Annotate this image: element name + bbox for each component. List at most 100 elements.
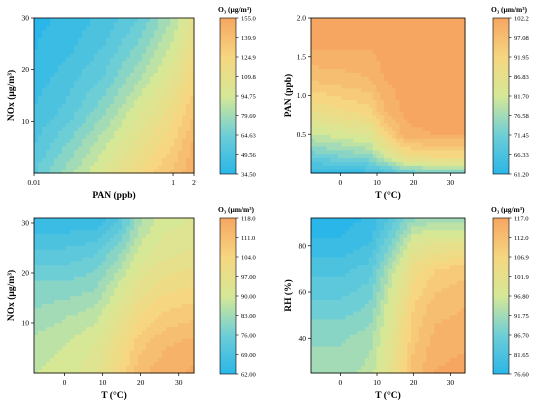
contour-cell bbox=[174, 126, 179, 131]
contour-cell bbox=[74, 80, 79, 85]
contour-cell bbox=[146, 64, 151, 69]
contour-cell bbox=[150, 295, 155, 300]
contour-cell bbox=[357, 64, 362, 69]
contour-cell bbox=[154, 165, 159, 170]
contour-cell bbox=[122, 287, 127, 293]
contour-cell bbox=[190, 342, 195, 347]
contour-cell bbox=[134, 318, 139, 324]
contour-cell bbox=[166, 342, 171, 347]
contour-cell bbox=[102, 256, 107, 262]
contour-cell bbox=[330, 49, 335, 54]
contour-cell bbox=[434, 122, 439, 128]
contour-cell bbox=[98, 68, 103, 73]
contour-cell bbox=[318, 68, 324, 73]
contour-cell bbox=[150, 29, 155, 35]
contour-cell bbox=[349, 149, 354, 155]
contour-cell bbox=[399, 126, 404, 131]
contour-cell bbox=[34, 221, 39, 227]
contour-cell bbox=[178, 91, 183, 97]
contour-cell bbox=[66, 299, 71, 304]
colorbar-tick-label: 76.00 bbox=[241, 332, 257, 339]
contour-cell bbox=[162, 64, 167, 69]
contour-cell bbox=[190, 145, 195, 151]
contour-cell bbox=[102, 21, 107, 27]
contour-cell bbox=[118, 361, 123, 366]
contour-cell bbox=[134, 80, 139, 85]
contour-cell bbox=[34, 107, 39, 112]
contour-cell bbox=[158, 365, 163, 370]
contour-cell bbox=[74, 314, 79, 320]
contour-cell bbox=[90, 49, 95, 54]
contour-cell bbox=[114, 72, 119, 77]
contour-cell bbox=[178, 369, 183, 374]
contour-cell bbox=[46, 49, 51, 54]
contour-cell bbox=[58, 153, 63, 159]
contour-cell bbox=[334, 130, 339, 135]
contour-cell bbox=[388, 122, 393, 128]
contour-cell bbox=[150, 349, 155, 355]
contour-cell bbox=[150, 241, 155, 246]
contour-cell bbox=[178, 233, 183, 238]
contour-cell bbox=[74, 103, 79, 108]
contour-cell bbox=[353, 107, 358, 112]
contour-cell bbox=[158, 107, 163, 112]
contour-cell bbox=[426, 87, 431, 93]
contour-cell bbox=[58, 365, 63, 370]
contour-cell bbox=[186, 264, 191, 269]
contour-cell bbox=[434, 114, 439, 120]
contour-cell bbox=[78, 45, 83, 50]
contour-cell bbox=[66, 245, 71, 250]
contour-cell bbox=[186, 361, 191, 366]
contour-cell bbox=[94, 349, 99, 355]
contour-cell bbox=[66, 280, 71, 285]
contour-cell bbox=[74, 241, 79, 246]
contour-cell bbox=[66, 326, 71, 331]
contour-cell bbox=[82, 153, 87, 159]
contour-cell bbox=[150, 303, 155, 308]
contour-cell bbox=[50, 149, 55, 155]
contour-cell bbox=[134, 134, 139, 139]
contour-cell bbox=[311, 165, 316, 170]
contour-cell bbox=[357, 145, 362, 151]
contour-cell bbox=[190, 249, 195, 254]
contour-cell bbox=[186, 295, 191, 300]
contour-cell bbox=[142, 272, 147, 277]
contour-cell bbox=[114, 145, 119, 151]
contour-cell bbox=[357, 49, 362, 54]
contour-cell bbox=[190, 221, 195, 227]
contour-cell bbox=[418, 37, 424, 42]
contour-cell bbox=[114, 314, 119, 320]
contour-cell bbox=[368, 118, 374, 124]
contour-cell bbox=[399, 165, 404, 170]
contour-cell bbox=[174, 264, 179, 269]
contour-cell bbox=[130, 103, 135, 108]
contour-cell bbox=[182, 91, 187, 97]
contour-cell bbox=[326, 118, 331, 124]
contour-cell bbox=[411, 99, 416, 104]
contour-cell bbox=[70, 272, 75, 277]
contour-cell bbox=[190, 287, 195, 293]
contour-cell bbox=[130, 318, 135, 324]
contour-cell bbox=[34, 291, 39, 297]
contour-cell bbox=[78, 218, 83, 223]
contour-cell bbox=[345, 161, 351, 166]
contour-cell bbox=[174, 338, 179, 343]
contour-cell bbox=[126, 64, 131, 69]
contour-cell bbox=[34, 314, 39, 320]
contour-cell bbox=[102, 122, 107, 128]
contour-cell bbox=[364, 29, 370, 35]
contour-cell bbox=[426, 41, 431, 46]
contour-cell bbox=[78, 95, 83, 100]
contour-cell bbox=[430, 72, 435, 77]
contour-cell bbox=[114, 165, 119, 170]
contour-cell bbox=[411, 37, 416, 42]
contour-cell bbox=[46, 299, 51, 304]
contour-cell bbox=[150, 342, 155, 347]
contour-cell bbox=[110, 287, 115, 293]
contour-cell bbox=[122, 218, 127, 223]
contour-cell bbox=[134, 353, 139, 359]
contour-cell bbox=[337, 41, 343, 46]
contour-cell bbox=[326, 130, 331, 135]
contour-cell bbox=[449, 83, 455, 89]
contour-cell bbox=[162, 118, 167, 124]
